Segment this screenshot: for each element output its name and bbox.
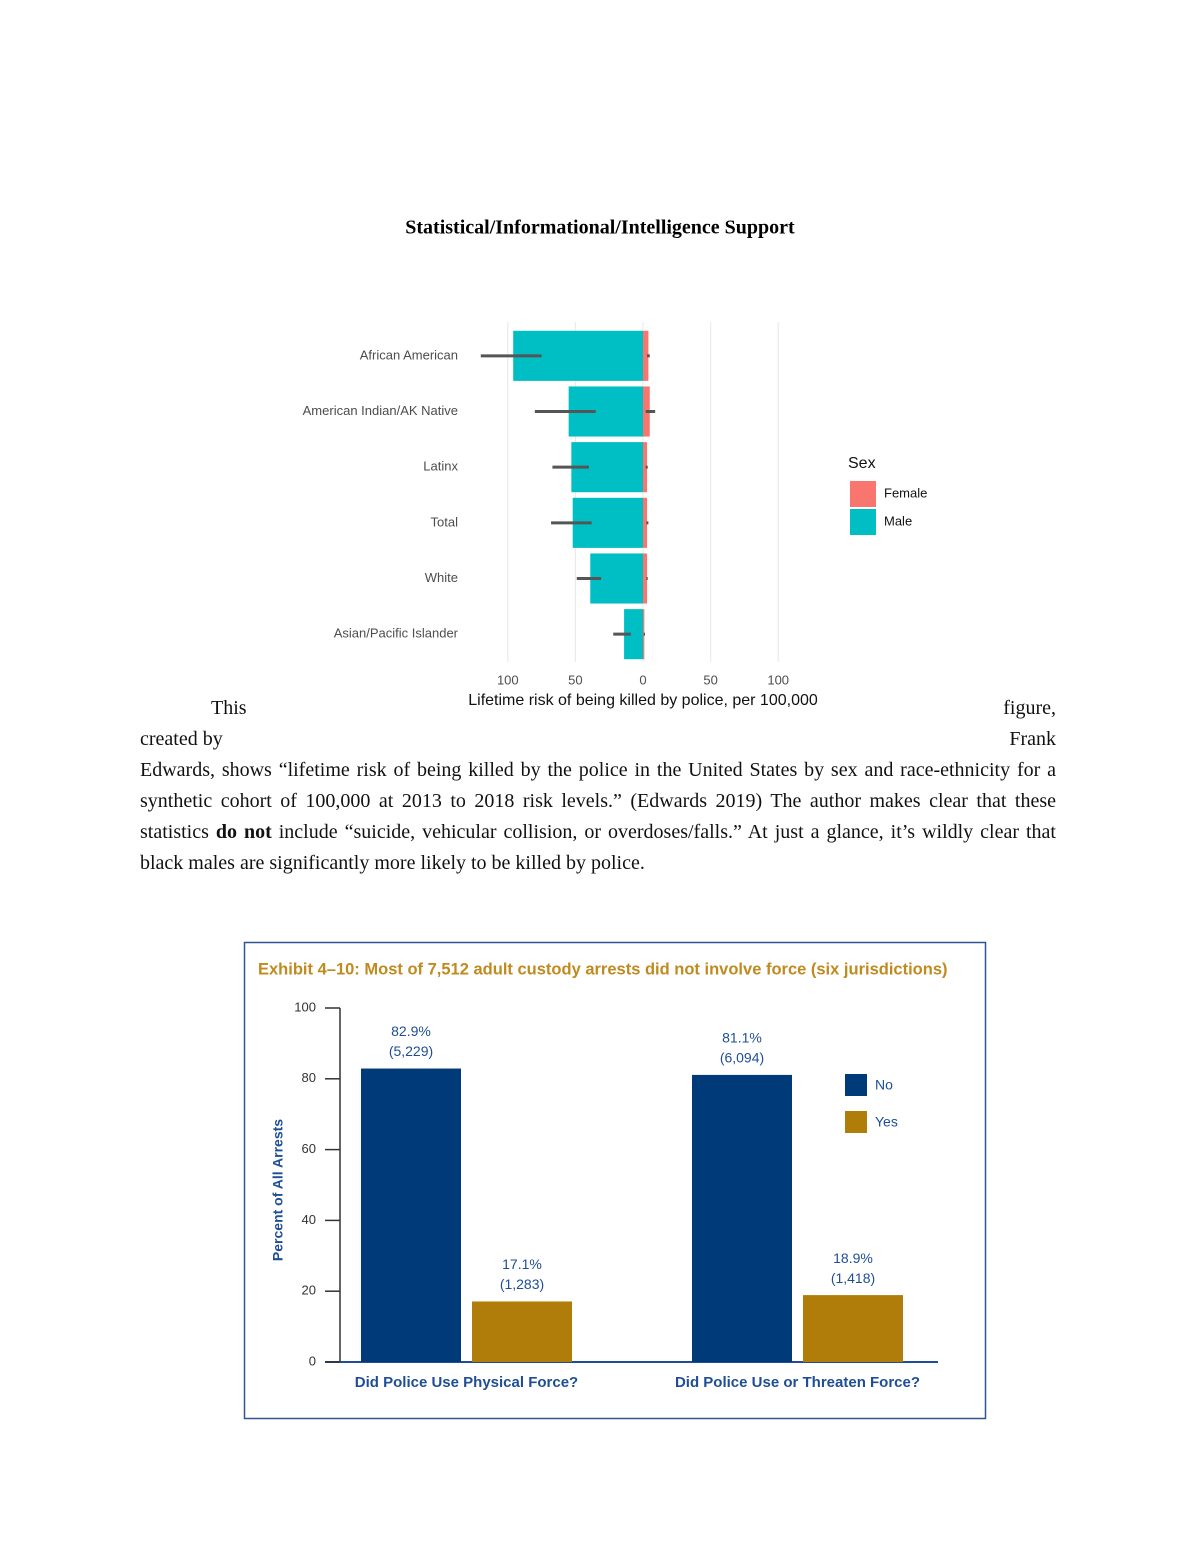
legend-label: Yes bbox=[875, 1114, 898, 1130]
data-label: 18.9% bbox=[833, 1250, 873, 1266]
legend-title: Sex bbox=[848, 455, 876, 472]
count-label: (1,418) bbox=[831, 1270, 875, 1286]
text: This bbox=[211, 697, 247, 719]
bar bbox=[803, 1295, 903, 1362]
exhibit-frame bbox=[243, 941, 987, 1420]
x-tick-label: 50 bbox=[568, 672, 582, 687]
bold-text: do not bbox=[215, 821, 272, 843]
legend-swatch bbox=[845, 1111, 867, 1133]
legend-swatch bbox=[850, 481, 876, 507]
bar bbox=[643, 497, 648, 548]
y-tick-label: 100 bbox=[294, 999, 316, 1014]
data-label: 82.9% bbox=[391, 1023, 431, 1039]
y-tick-label: 20 bbox=[302, 1283, 316, 1298]
x-tick-label: 50 bbox=[703, 672, 717, 687]
y-tick-label: Total bbox=[431, 514, 459, 529]
data-label: 81.1% bbox=[722, 1030, 762, 1046]
chart-title: Exhibit 4–10: Most of 7,512 adult custod… bbox=[258, 960, 948, 978]
x-axis-title: Lifetime risk of being killed by police,… bbox=[468, 692, 818, 709]
count-label: (5,229) bbox=[389, 1043, 433, 1059]
heading: Statistical/Informational/Intelligence S… bbox=[405, 217, 795, 239]
y-tick-label: 60 bbox=[302, 1141, 316, 1156]
bar bbox=[361, 1068, 461, 1362]
x-tick-label: 100 bbox=[497, 672, 519, 687]
y-tick-label: 40 bbox=[302, 1212, 316, 1227]
x-tick-label: 0 bbox=[639, 672, 646, 687]
body-text: Edwards, shows “lifetime risk of being k… bbox=[140, 755, 1056, 879]
y-tick-label: American Indian/AK Native bbox=[303, 403, 458, 418]
text: include “suicide, vehicular collision, o… bbox=[140, 821, 1056, 874]
bar bbox=[643, 553, 648, 604]
bar bbox=[472, 1301, 572, 1362]
paragraph: This figure, created by Frank Edwards, sho… bbox=[140, 693, 1056, 879]
y-tick-label: Latinx bbox=[423, 459, 458, 474]
legend-label: Male bbox=[884, 513, 912, 528]
text: Edwards, shows “lifetime risk of being k… bbox=[140, 759, 1056, 843]
legend-label: Female bbox=[884, 485, 927, 500]
bar bbox=[643, 330, 649, 381]
data-label: 17.1% bbox=[502, 1256, 542, 1272]
y-tick-label: 80 bbox=[302, 1070, 316, 1085]
count-label: (6,094) bbox=[720, 1050, 764, 1066]
y-axis-title: Percent of All Arrests bbox=[270, 1119, 286, 1261]
bar bbox=[643, 442, 648, 493]
x-tick-label: 100 bbox=[767, 672, 789, 687]
legend-swatch bbox=[850, 509, 876, 535]
x-tick-label: Did Police Use or Threaten Force? bbox=[675, 1374, 920, 1391]
legend-label: No bbox=[875, 1077, 893, 1093]
text: Frank bbox=[1009, 728, 1056, 750]
y-tick-label: White bbox=[425, 570, 458, 585]
text: created by bbox=[140, 728, 223, 750]
legend-swatch bbox=[845, 1074, 867, 1096]
y-tick-label: African American bbox=[360, 347, 458, 362]
text: figure, bbox=[1003, 697, 1056, 719]
y-tick-label: Asian/Pacific Islander bbox=[334, 626, 459, 641]
line: This figure, bbox=[140, 693, 1056, 724]
y-tick-label: 0 bbox=[309, 1353, 316, 1368]
line: created by Frank bbox=[140, 724, 1056, 755]
bar bbox=[624, 609, 643, 660]
x-tick-label: Did Police Use Physical Force? bbox=[355, 1374, 578, 1391]
count-label: (1,283) bbox=[500, 1276, 544, 1292]
bar bbox=[692, 1074, 792, 1362]
